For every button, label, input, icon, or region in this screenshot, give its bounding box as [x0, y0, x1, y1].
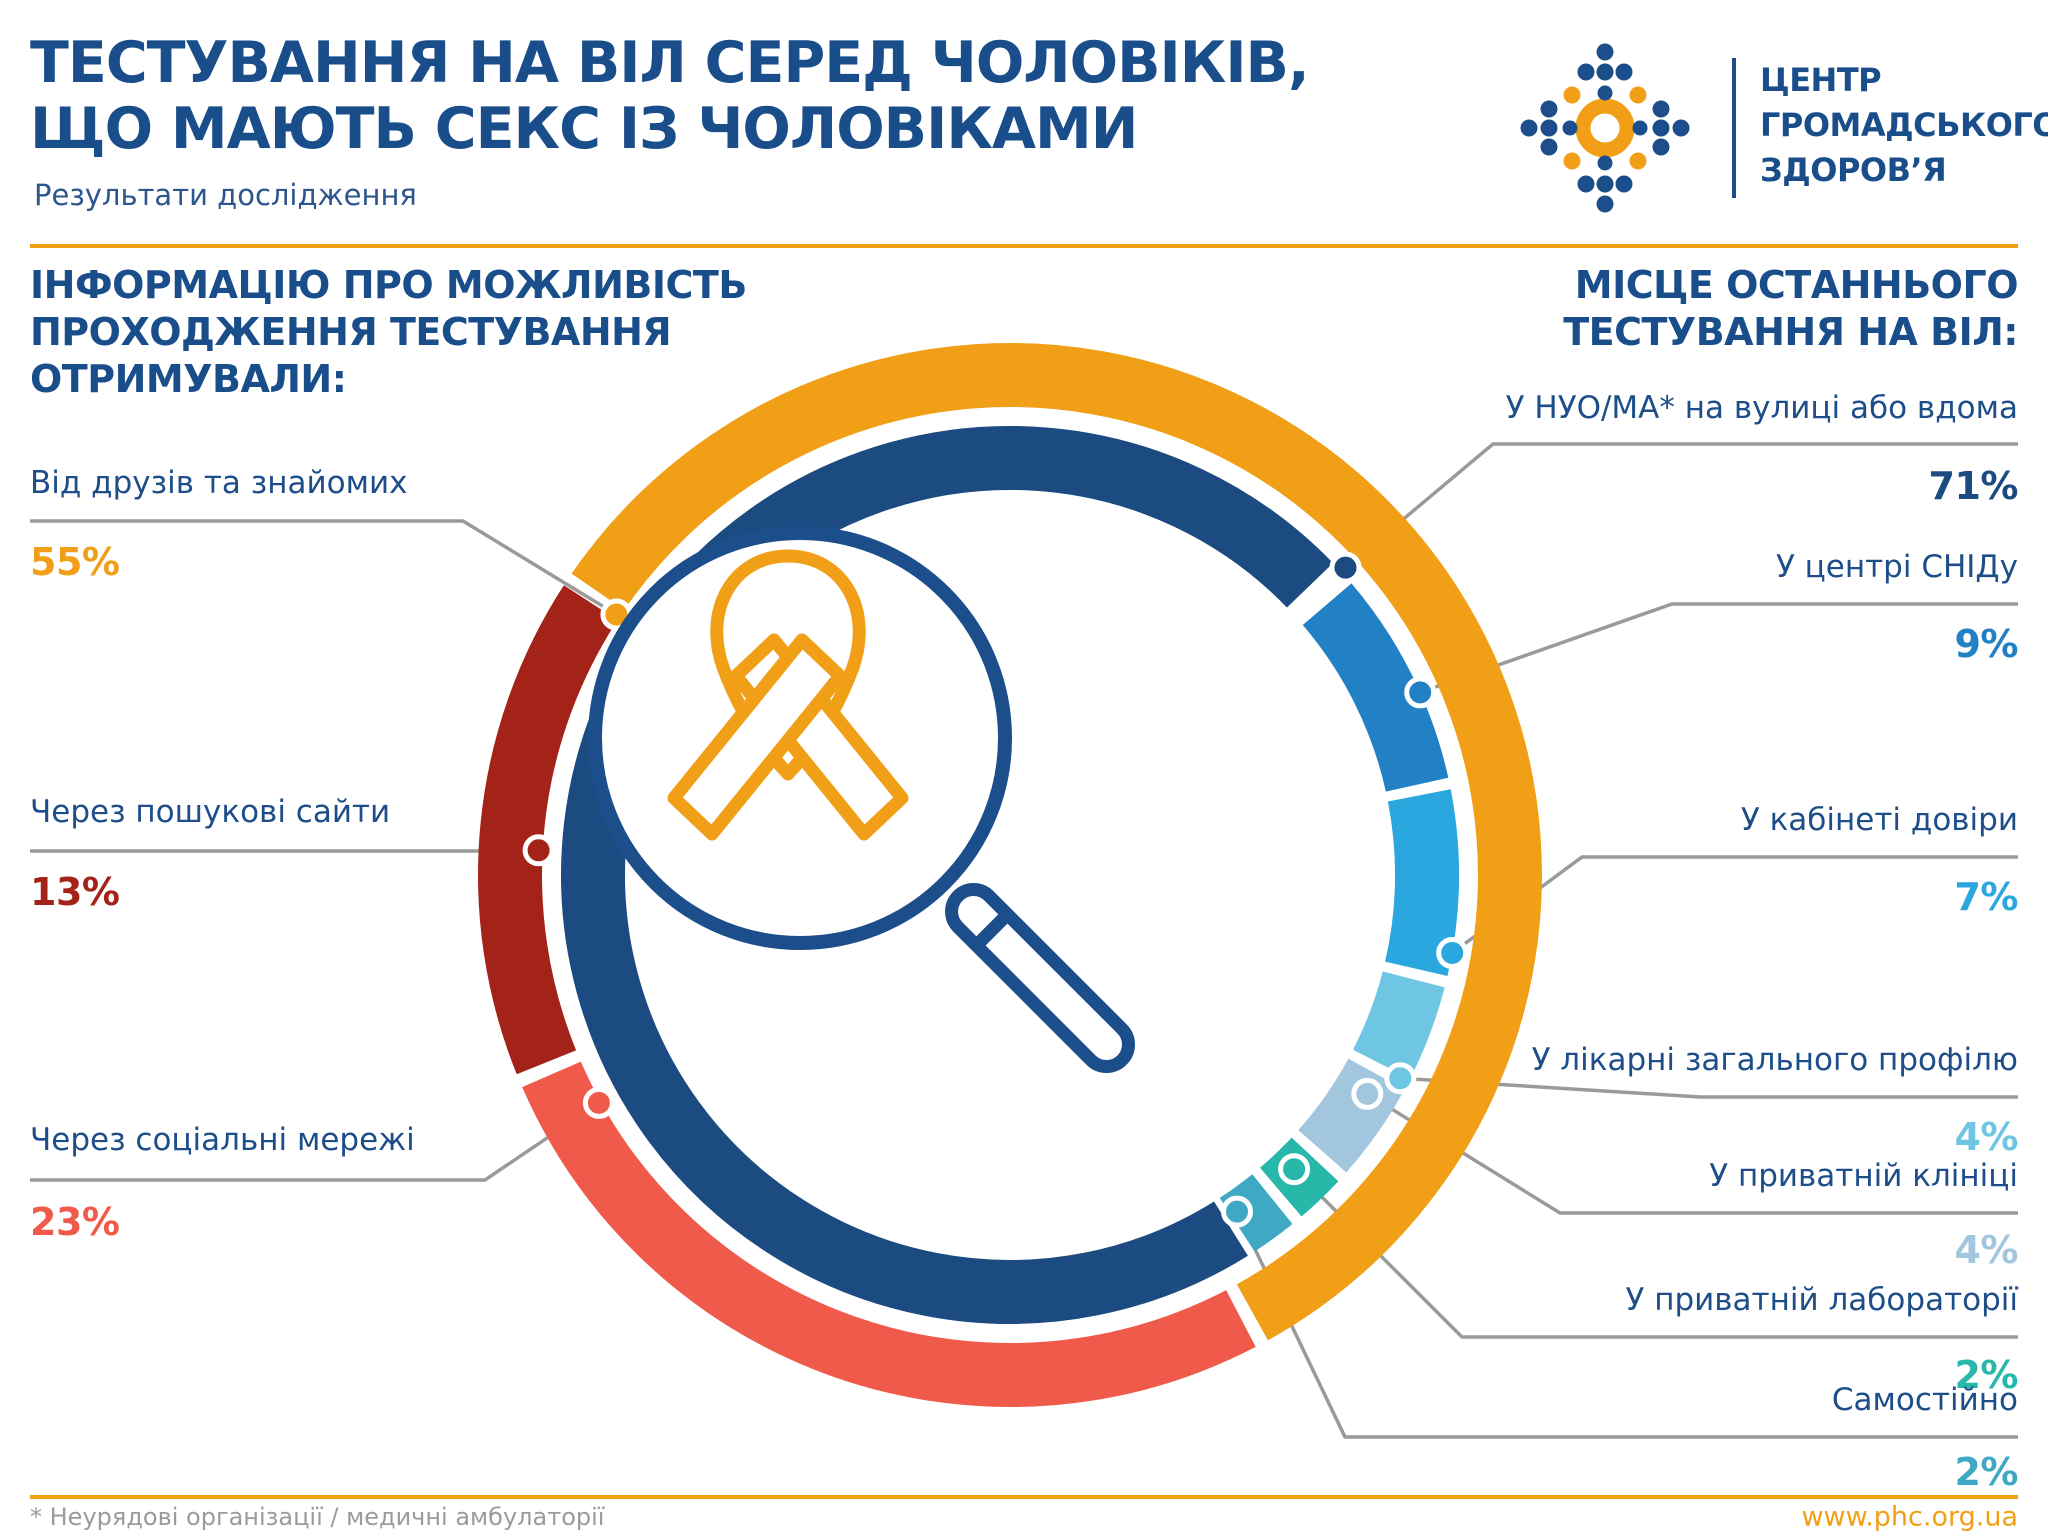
category-label-outer-2: Через соціальні мережі	[30, 1122, 415, 1158]
page-title: ТЕСТУВАННЯ НА ВІЛ СЕРЕД ЧОЛОВІКІВ, ЩО МА…	[30, 30, 1430, 162]
percent-value-inner-5: 2%	[1954, 1353, 2018, 1397]
inner-segment-4	[1298, 1058, 1405, 1173]
logo-dot	[1562, 120, 1578, 136]
section-heading-info-sources: ІНФОРМАЦІЮ ПРО МОЖЛИВІСТЬ ПРОХОДЖЕННЯ ТЕ…	[30, 262, 810, 403]
logo-dot	[1596, 195, 1614, 213]
logo-line1: ЦЕНТР	[1760, 61, 1882, 99]
logo-line3: ЗДОРОВ’Я	[1760, 151, 1947, 189]
magnifier-handle-notch	[971, 909, 1013, 951]
logo-line2: ГРОМАДСЬКОГО	[1760, 106, 2048, 144]
percent-value-inner-3: 4%	[1954, 1115, 2018, 1159]
logo-dot	[1596, 43, 1614, 61]
inner-segment-3	[1352, 970, 1445, 1079]
category-label-inner-0: У НУО/МА* на вулиці або вдома	[1505, 390, 2018, 426]
percent-value-inner-2: 7%	[1954, 875, 2018, 919]
logo-dot-orange	[1629, 152, 1647, 170]
category-label-inner-3: У лікарні загального профілю	[1531, 1042, 2018, 1078]
outer-ring	[478, 343, 1542, 1407]
ribbon-leg-left-icon	[667, 633, 847, 841]
percent-value-outer-2: 23%	[30, 1200, 120, 1244]
logo-dot	[1540, 119, 1558, 137]
logo-dot	[1597, 155, 1613, 171]
percent-value-inner-0: 71%	[1928, 464, 2019, 508]
leader-line-inner-3	[1400, 1076, 2018, 1099]
percent-value-inner-1: 9%	[1954, 622, 2018, 666]
leader-line-inner-1	[1419, 602, 2018, 695]
percent-value-inner-4: 4%	[1954, 1228, 2018, 1272]
inner-segment-1	[1302, 583, 1449, 793]
inner-dot-3	[1384, 1062, 1417, 1095]
category-label-inner-2: У кабінеті довіри	[1740, 802, 2018, 838]
magnifier-handle	[945, 883, 1135, 1073]
inner-dot-0	[1329, 551, 1362, 584]
left-heading-line2: ПРОХОДЖЕННЯ ТЕСТУВАННЯ	[30, 310, 672, 354]
inner-dot-1	[1404, 676, 1437, 709]
inner-dot-2	[1436, 937, 1469, 969]
section-heading-last-test-place: МІСЦЕ ОСТАННЬОГО ТЕСТУВАННЯ НА ВІЛ:	[1238, 262, 2018, 356]
percent-value-outer-0: 55%	[30, 540, 120, 584]
logo-dot	[1615, 63, 1633, 81]
inner-ring	[561, 425, 1459, 1324]
leader-line-outer-1	[30, 849, 541, 853]
logo-dot-orange	[1563, 86, 1581, 104]
magnifier-with-awareness-ribbon	[588, 526, 1135, 1073]
logo-wordmark: ЦЕНТР ГРОМАДСЬКОГО ЗДОРОВ’Я	[1760, 58, 2048, 193]
phc-dots-logo	[1520, 43, 1690, 213]
logo-dot	[1540, 138, 1558, 156]
category-label-inner-6: Самостійно	[1831, 1382, 2018, 1418]
logo-dot	[1596, 175, 1614, 193]
logo-dot-orange	[1629, 86, 1647, 104]
outer-segment-0	[571, 343, 1542, 1341]
logo-dot	[1520, 119, 1538, 137]
logo-dot	[1596, 63, 1614, 81]
magnifier-handle-bar	[945, 883, 1135, 1073]
right-heading-line2: ТЕСТУВАННЯ НА ВІЛ:	[1563, 310, 2018, 354]
category-label-inner-5: У приватній лабораторії	[1625, 1282, 2018, 1318]
page-subtitle: Результати дослідження	[34, 178, 417, 212]
outer-segment-2	[522, 1061, 1256, 1407]
logo-dot	[1632, 120, 1648, 136]
logo-dot-orange	[1563, 152, 1581, 170]
logo-dot	[1652, 119, 1670, 137]
category-label-outer-0: Від друзів та знайомих	[30, 465, 408, 501]
logo-center-ring	[1575, 98, 1635, 158]
logo-dot	[1615, 175, 1633, 193]
phc-site-link[interactable]: www.phc.org.ua	[1801, 1501, 2018, 1533]
inner-segment-0	[561, 425, 1333, 1324]
percent-value-inner-6: 2%	[1954, 1450, 2018, 1494]
inner-dot-5	[1278, 1153, 1311, 1186]
category-label-inner-1: У центрі СНІДу	[1775, 549, 2018, 585]
footnote: * Неурядові організації / медичні амбула…	[30, 1503, 605, 1531]
logo-dot	[1577, 63, 1595, 81]
category-label-outer-1: Через пошукові сайти	[30, 794, 391, 830]
outer-dot-1	[522, 834, 555, 867]
page-title-line1: ТЕСТУВАННЯ НА ВІЛ СЕРЕД ЧОЛОВІКІВ,	[30, 30, 1310, 96]
left-heading-line1: ІНФОРМАЦІЮ ПРО МОЖЛИВІСТЬ	[30, 263, 747, 307]
category-label-inner-4: У приватній клініці	[1709, 1158, 2018, 1194]
logo-dot	[1540, 100, 1558, 118]
outer-segment-1	[478, 585, 618, 1075]
logo-dot	[1652, 100, 1670, 118]
outer-dot-2	[582, 1086, 615, 1119]
percent-value-outer-1: 13%	[30, 870, 120, 914]
inner-dot-4	[1351, 1077, 1384, 1110]
page-title-line2: ЩО МАЮТЬ СЕКС ІЗ ЧОЛОВІКАМИ	[30, 96, 1138, 162]
logo-dot	[1577, 175, 1595, 193]
inner-dot-6	[1221, 1195, 1253, 1228]
leader-line-outer-0	[30, 519, 618, 616]
inner-segment-2	[1385, 789, 1459, 976]
right-heading-line1: МІСЦЕ ОСТАННЬОГО	[1574, 263, 2019, 307]
logo-dot	[1597, 85, 1613, 101]
logo-dot	[1652, 138, 1670, 156]
left-heading-line3: ОТРИМУВАЛИ:	[30, 357, 347, 401]
logo-dot	[1672, 119, 1690, 137]
